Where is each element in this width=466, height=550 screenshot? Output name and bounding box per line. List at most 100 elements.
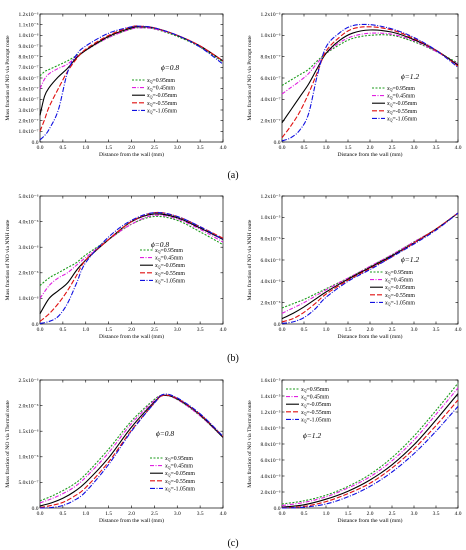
legend-eq: = (170, 486, 173, 492)
legend-eq: = (160, 248, 163, 254)
y-axis-label: Mass fraction of NO via Thermal route (4, 400, 11, 488)
legend-symbol: x (164, 479, 168, 485)
y-tick-label: 1.0x10⁻⁶ (19, 296, 39, 302)
legend-entry-text: -0.55mm (174, 479, 196, 485)
y-tick-label: 1.2x10⁻⁵ (261, 410, 281, 416)
x-tick-label: 1.0 (323, 327, 330, 333)
plot-frame (39, 195, 224, 325)
legend-entry-text: 0.45mm (156, 86, 176, 92)
legend-entry-text: 0.45mm (174, 464, 194, 470)
x-tick-label: 3.0 (174, 327, 181, 333)
legend: xQ=0.95mmxQ=0.45mmxQ=-0.05mmxQ=-0.55mmxQ… (132, 78, 177, 115)
x-tick-label: 1.0 (82, 511, 89, 517)
y-tick-label: 8.0x10⁻⁷ (19, 54, 39, 60)
x-tick-label: 1.0 (82, 145, 89, 151)
legend-subscript: Q (168, 465, 171, 470)
legend-symbol: x (384, 285, 388, 291)
x-tick-label: 2.0 (367, 327, 374, 333)
legend-entry-text: -0.05mm (394, 285, 416, 291)
legend-label: xQ=-1.05mm (386, 116, 417, 122)
x-tick-label: 0.0 (37, 327, 44, 333)
legend-entry-text: 0.95mm (174, 456, 194, 462)
legend-symbol: x (386, 109, 390, 115)
legend: xQ=0.95mmxQ=0.45mmxQ=-0.05mmxQ=-0.55mmxQ… (372, 86, 417, 123)
legend-eq: = (152, 86, 155, 92)
y-tick-label: 1.2x10⁻⁶ (261, 12, 281, 18)
legend-subscript: Q (158, 280, 161, 285)
legend: xQ=0.95mmxQ=0.45mmxQ=-0.05mmxQ=-0.55mmxQ… (140, 248, 185, 285)
legend-entry-text: -0.55mm (156, 101, 178, 107)
y-tick-label: 5.0x10⁻⁷ (19, 86, 39, 92)
x-tick-label: 0.5 (301, 327, 308, 333)
legend-eq: = (392, 94, 395, 100)
legend-entry-text: -1.05mm (396, 116, 418, 122)
y-tick-label: 5.0x10⁻⁷ (19, 480, 39, 486)
legend-label: xQ=0.45mm (146, 86, 175, 92)
series-line (39, 213, 224, 315)
series-line (39, 25, 224, 141)
legend-entry-text: -0.55mm (310, 410, 332, 416)
legend-entry-text: 0.45mm (394, 278, 414, 284)
y-tick-label: 0.0 (274, 322, 281, 328)
legend-entry-text: 0.95mm (164, 248, 184, 254)
legend-label: xQ=-0.05mm (164, 471, 195, 477)
y-tick-label: 3.0x10⁻⁷ (19, 108, 39, 114)
legend-entry-text: -0.05mm (156, 93, 178, 99)
legend-symbol: x (154, 248, 158, 254)
legend-label: xQ=0.95mm (300, 387, 329, 393)
legend-label: xQ=0.45mm (164, 464, 193, 470)
legend-eq: = (170, 464, 173, 470)
legend-subscript: Q (388, 302, 391, 307)
legend-label: xQ=0.95mm (164, 456, 193, 462)
legend-eq: = (152, 108, 155, 114)
series-line (281, 212, 459, 309)
x-tick-label: 4.0 (455, 511, 462, 517)
legend-eq: = (390, 285, 393, 291)
phi-label: ϕ=1.2 (401, 255, 420, 264)
legend-eq: = (390, 278, 393, 284)
legend-eq: = (306, 417, 309, 423)
series-line (281, 32, 459, 95)
legend-symbol: x (164, 456, 168, 462)
legend-label: xQ=-1.05mm (164, 486, 195, 492)
legend-symbol: x (146, 86, 150, 92)
y-tick-label: 1.5x10⁻⁶ (19, 429, 39, 435)
legend-symbol: x (300, 417, 304, 423)
y-tick-label: 8.0x10⁻⁶ (261, 442, 281, 448)
legend-eq: = (390, 270, 393, 276)
x-tick-label: 3.0 (411, 145, 418, 151)
legend-eq: = (170, 456, 173, 462)
x-tick-label: 0.5 (301, 145, 308, 151)
x-tick-label: 4.0 (220, 145, 227, 151)
legend-eq: = (160, 271, 163, 277)
y-tick-label: 1.0x10⁻⁶ (261, 33, 281, 39)
series-line (39, 211, 224, 325)
series-line (39, 393, 224, 509)
legend-eq: = (392, 116, 395, 122)
legend-entry-text: 0.95mm (394, 270, 414, 276)
series-line (39, 211, 224, 322)
x-tick-label: 4.0 (455, 145, 462, 151)
legend-label: xQ=-0.05mm (300, 402, 331, 408)
x-tick-label: 2.0 (128, 327, 135, 333)
legend-eq: = (160, 263, 163, 269)
legend-subscript: Q (304, 419, 307, 424)
y-axis-label: Mass fraction of NO via Prompt route (4, 35, 11, 121)
y-tick-label: 0.0 (32, 140, 39, 146)
series-line (281, 382, 459, 505)
legend-subscript: Q (150, 87, 153, 92)
legend-label: xQ=0.95mm (146, 78, 175, 84)
legend-eq: = (306, 387, 309, 393)
legend-eq: = (306, 395, 309, 401)
legend-entry-text: 0.95mm (396, 86, 416, 92)
y-tick-label: 0.0 (274, 140, 281, 146)
legend-label: xQ=-1.05mm (146, 108, 177, 114)
legend-eq: = (152, 93, 155, 99)
x-tick-label: 3.5 (197, 145, 204, 151)
legend-subscript: Q (388, 279, 391, 284)
y-tick-label: 1.0x10⁻⁵ (261, 426, 281, 432)
y-tick-label: 9.0x10⁻⁷ (19, 44, 39, 50)
legend-eq: = (152, 78, 155, 84)
y-axis-label: Mass fraction of NO via NNH route (246, 219, 253, 300)
legend-label: xQ=-0.55mm (386, 109, 417, 115)
